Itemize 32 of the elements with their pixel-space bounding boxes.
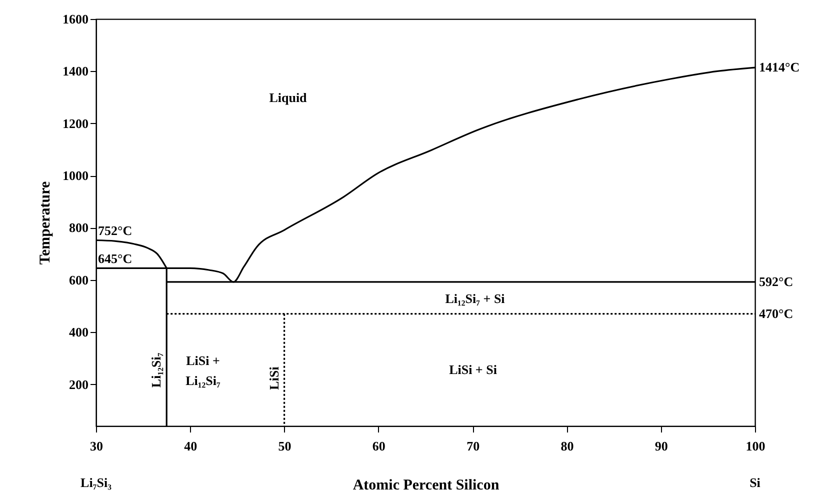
x-tick-label: 100 — [746, 438, 766, 454]
x-tick-label: 30 — [90, 438, 103, 454]
annotation: Li₁₂Si₇ + Si — [445, 291, 506, 306]
x-tick-label: 40 — [184, 438, 198, 454]
x-tick-label: 90 — [654, 438, 668, 454]
annotation: LiSi — [266, 366, 282, 390]
x-axis-title: Atomic Percent Silicon — [352, 478, 500, 492]
annotation: LiSi + — [186, 353, 220, 368]
annotation: 752°C — [98, 223, 132, 238]
y-tick-label: 600 — [69, 272, 88, 288]
annotation: Li₁₂Si₇ — [148, 352, 164, 388]
y-tick-label: 400 — [69, 324, 88, 340]
annotation: LiSi + Si — [449, 362, 498, 377]
annotation: 470°C — [759, 306, 794, 321]
y-tick-label: 1000 — [62, 168, 88, 184]
y-tick-label: 1400 — [62, 64, 88, 79]
annotation: Li₁₂Si₇ — [186, 373, 221, 388]
annotation: Liquid — [269, 90, 308, 105]
annotation: 1414°C — [759, 60, 800, 75]
annotation: 645°C — [98, 251, 132, 266]
x-tick-label: 70 — [466, 438, 480, 454]
y-tick-label: 200 — [69, 376, 88, 392]
text: Li₇Si₃ — [80, 475, 112, 490]
annotation: 592°C — [759, 274, 794, 289]
y-tick-label: 800 — [69, 220, 88, 236]
y-axis-title: Temperature — [38, 181, 54, 265]
x-tick-label: 50 — [278, 438, 292, 454]
text: Si — [750, 475, 761, 490]
y-tick-label: 1600 — [62, 12, 88, 26]
x-tick-label: 60 — [372, 438, 386, 454]
y-tick-label: 1200 — [62, 116, 88, 131]
x-tick-label: 80 — [560, 438, 574, 454]
